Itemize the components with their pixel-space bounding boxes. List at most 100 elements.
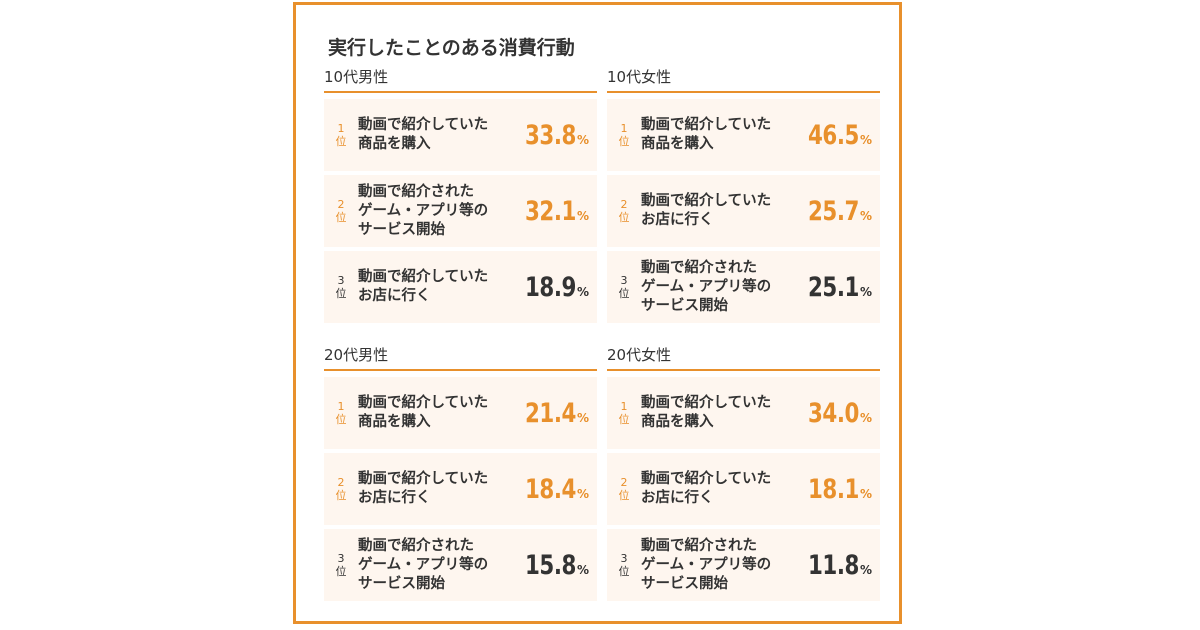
value-number: 15.8	[524, 549, 576, 581]
behavior-label-line: サービス開始	[358, 575, 445, 592]
behavior-label-line: お店に行く	[358, 288, 431, 304]
rank-row: 3 位動画で紹介していた お店に行く 18.9%	[324, 251, 597, 323]
value-number: 32.1	[524, 195, 576, 227]
value-number: 18.1	[807, 473, 859, 505]
behavior-label-line: 動画で紹介していた	[358, 117, 489, 133]
value-number: 33.8	[524, 119, 576, 151]
behavior-label: 動画で紹介された ゲーム・アプリ等の サービス開始	[641, 529, 799, 601]
group-header: 20代男性	[324, 345, 597, 371]
behavior-label-line: サービス開始	[358, 221, 445, 238]
rank-number: 1	[620, 400, 628, 413]
rank-number: 3	[337, 552, 345, 565]
rank-number: 1	[337, 400, 345, 413]
behavior-label-line: 商品を購入	[641, 136, 714, 152]
rank-row: 3 位動画で紹介された ゲーム・アプリ等の サービス開始 15.8%	[324, 529, 597, 601]
rank-suffix: 位	[335, 413, 347, 426]
behavior-label: 動画で紹介された ゲーム・アプリ等の サービス開始	[358, 175, 516, 247]
behavior-label: 動画で紹介していた 商品を購入	[641, 377, 799, 449]
rank-suffix: 位	[335, 565, 347, 578]
percentage-value: 18.1%	[801, 453, 872, 525]
rank-row: 3 位動画で紹介された ゲーム・アプリ等の サービス開始 25.1%	[607, 251, 880, 323]
behavior-label-line: 商品を購入	[358, 414, 431, 430]
value-unit: %	[576, 285, 589, 299]
behavior-label-line: サービス開始	[641, 297, 728, 314]
group-header: 10代男性	[324, 67, 597, 93]
behavior-label: 動画で紹介していた 商品を購入	[358, 377, 516, 449]
behavior-label-line: ゲーム・アプリ等の	[358, 556, 489, 573]
rank-suffix: 位	[618, 565, 630, 578]
rank-suffix: 位	[618, 135, 630, 148]
rank-suffix: 位	[335, 135, 347, 148]
behavior-label: 動画で紹介していた お店に行く	[358, 453, 516, 525]
rank-row: 1 位動画で紹介していた 商品を購入 21.4%	[324, 377, 597, 449]
group-2: 10代女性 1 位動画で紹介していた 商品を購入 46.5% 2 位動画で紹介していた お店に…	[607, 67, 880, 327]
value-unit: %	[859, 487, 872, 501]
rank-number: 2	[620, 198, 628, 211]
rank-number: 3	[620, 274, 628, 287]
behavior-label-line: 動画で紹介された	[641, 259, 757, 276]
rank-suffix: 位	[335, 489, 347, 502]
behavior-label-line: ゲーム・アプリ等の	[358, 202, 489, 219]
behavior-label-line: 動画で紹介していた	[641, 395, 772, 411]
group-header: 20代女性	[607, 345, 880, 371]
rank-number: 3	[620, 552, 628, 565]
rank-row: 2 位動画で紹介された ゲーム・アプリ等の サービス開始 32.1%	[324, 175, 597, 247]
value-unit: %	[859, 563, 872, 577]
percentage-value: 18.4%	[518, 453, 589, 525]
rank-row: 1 位動画で紹介していた 商品を購入 33.8%	[324, 99, 597, 171]
group-4: 20代女性 1 位動画で紹介していた 商品を購入 34.0% 2 位動画で紹介していた お店に…	[607, 345, 880, 605]
behavior-label-line: ゲーム・アプリ等の	[641, 278, 772, 295]
rank-number: 2	[337, 476, 345, 489]
percentage-value: 21.4%	[518, 377, 589, 449]
rank-suffix: 位	[618, 489, 630, 502]
behavior-label-line: 動画で紹介していた	[358, 269, 489, 285]
value-unit: %	[859, 209, 872, 223]
rank-number: 3	[337, 274, 345, 287]
value-unit: %	[859, 133, 872, 147]
behavior-label-line: お店に行く	[641, 490, 714, 506]
value-number: 25.7	[807, 195, 859, 227]
behavior-label: 動画で紹介していた 商品を購入	[358, 99, 516, 171]
behavior-label-line: 動画で紹介された	[358, 183, 474, 200]
behavior-label: 動画で紹介された ゲーム・アプリ等の サービス開始	[641, 251, 799, 323]
value-unit: %	[859, 411, 872, 425]
rank-suffix: 位	[335, 211, 347, 224]
value-unit: %	[576, 133, 589, 147]
value-number: 34.0	[807, 397, 859, 429]
rank-suffix: 位	[335, 287, 347, 300]
percentage-value: 11.8%	[801, 529, 872, 601]
percentage-value: 15.8%	[518, 529, 589, 601]
rank-row: 2 位動画で紹介していた お店に行く 18.4%	[324, 453, 597, 525]
chart-frame: 実行したことのある消費行動 10代男性 1 位動画で紹介していた 商品を購入 33.8%…	[293, 2, 902, 624]
percentage-value: 25.7%	[801, 175, 872, 247]
behavior-label-line: 動画で紹介していた	[358, 471, 489, 487]
behavior-label-line: お店に行く	[641, 212, 714, 228]
behavior-label-line: 動画で紹介していた	[641, 193, 772, 209]
behavior-label: 動画で紹介していた お店に行く	[358, 251, 516, 323]
group-header: 10代女性	[607, 67, 880, 93]
value-number: 46.5	[807, 119, 859, 151]
behavior-label: 動画で紹介していた 商品を購入	[641, 99, 799, 171]
value-unit: %	[576, 209, 589, 223]
behavior-label-line: 動画で紹介していた	[358, 395, 489, 411]
rank-number: 1	[620, 122, 628, 135]
value-unit: %	[859, 285, 872, 299]
value-unit: %	[576, 487, 589, 501]
percentage-value: 25.1%	[801, 251, 872, 323]
percentage-value: 33.8%	[518, 99, 589, 171]
behavior-label-line: サービス開始	[641, 575, 728, 592]
rank-row: 1 位動画で紹介していた 商品を購入 34.0%	[607, 377, 880, 449]
behavior-label: 動画で紹介していた お店に行く	[641, 175, 799, 247]
rank-row: 1 位動画で紹介していた 商品を購入 46.5%	[607, 99, 880, 171]
